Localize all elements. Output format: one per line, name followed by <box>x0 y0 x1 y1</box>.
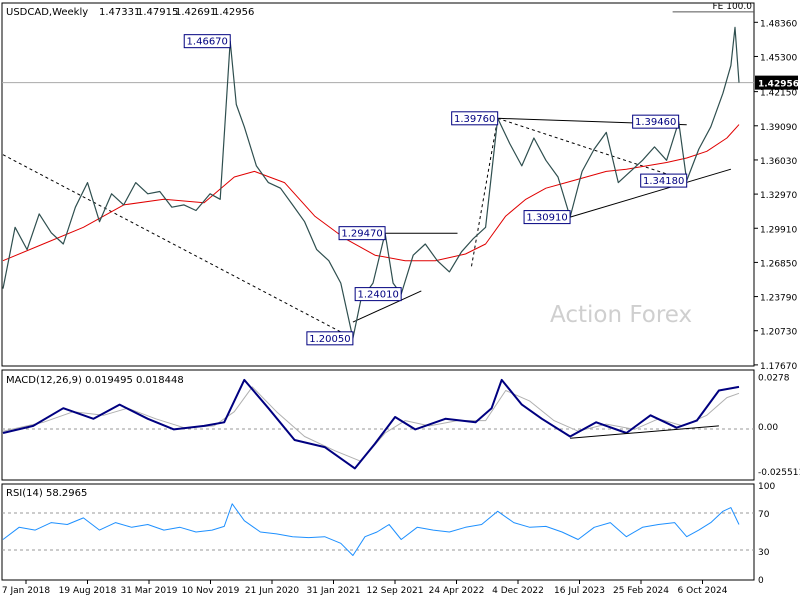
level-label-box <box>306 331 354 346</box>
level-label-1.30910: 1.30910 <box>523 210 571 225</box>
ohlc-low: 1.42691 <box>175 7 216 18</box>
x-tick-label: 31 Jan 2021 <box>307 586 361 596</box>
macd-signal-line <box>2 386 740 462</box>
level-label-text: 1.34180 <box>643 176 684 187</box>
price-tick-label: 1.20730 <box>760 328 797 338</box>
level-label-text: 1.20050 <box>309 334 350 345</box>
level-label-1.24010: 1.24010 <box>354 287 402 302</box>
level-label-1.20050: 1.20050 <box>306 331 354 346</box>
rsi-tick-label: 70 <box>758 510 770 520</box>
fe-100-label: FE 100.0 <box>713 2 753 12</box>
macd-panel-label: MACD(12,26,9) 0.019495 0.018448 <box>6 375 184 386</box>
level-label-1.39760: 1.39760 <box>451 111 499 126</box>
rsi-tick-label: 30 <box>758 548 770 558</box>
x-tick-label: 21 Jun 2020 <box>245 586 299 596</box>
watermark: Action Forex <box>550 302 692 328</box>
ohlc-open: 1.47331 <box>99 7 140 18</box>
ohlc-high: 1.47915 <box>137 7 178 18</box>
level-label-text: 1.30910 <box>526 213 567 224</box>
level-label-text: 1.39460 <box>635 117 676 128</box>
level-label-box <box>354 287 402 302</box>
price-line <box>2 26 740 339</box>
current-price-label: 1.42956 <box>758 80 799 90</box>
rsi-panel-frame <box>1 483 755 581</box>
level-label-box <box>632 114 680 129</box>
x-tick-label: 4 Dec 2022 <box>492 586 544 596</box>
price-tick-label: 1.17670 <box>760 362 797 372</box>
chart-header-label: USDCAD,Weekly <box>6 7 88 18</box>
x-tick-label: 16 Jul 2023 <box>554 586 605 596</box>
moving-average-line <box>2 124 740 262</box>
price-tick-label: 1.32970 <box>760 191 797 201</box>
level-label-box <box>451 111 499 126</box>
trendline-3 <box>352 290 422 323</box>
x-tick-label: 10 Nov 2019 <box>182 586 240 596</box>
macd-tick-label: 0.00 <box>758 423 778 433</box>
level-label-box <box>183 34 231 49</box>
ohlc-values: 1.47331 1.47915 1.42691 1.42956 <box>99 7 254 18</box>
macd-line <box>2 378 740 470</box>
rsi-line <box>2 503 740 556</box>
price-tick-label: 1.26850 <box>760 259 797 269</box>
x-tick-label: 19 Aug 2018 <box>59 586 117 596</box>
current-price-box <box>755 75 798 90</box>
level-label-1.34180: 1.34180 <box>640 173 688 188</box>
trendline-1 <box>471 118 499 267</box>
level-label-text: 1.39760 <box>454 114 495 125</box>
price-tick-label: 1.42150 <box>760 89 797 99</box>
rsi-layer <box>2 503 740 556</box>
x-tick-label: 24 Apr 2022 <box>429 586 485 596</box>
level-label-box <box>523 210 571 225</box>
label-layer: 1.46670 1.20050 1.29470 1.24010 1.39760 1.309… <box>183 34 688 346</box>
price-tick-label: 1.39090 <box>760 123 797 133</box>
price-panel-frame <box>1 2 755 367</box>
price-tick-label: 1.29910 <box>760 225 797 235</box>
macd-layer <box>2 378 740 470</box>
axis-layer: 1.48360 1.45300 1.42150 1.39090 1.36030 1.329… <box>2 19 800 596</box>
macd-tick-label: -0.025511 <box>758 468 800 478</box>
level-label-1.39460: 1.39460 <box>632 114 680 129</box>
level-label-1.46670: 1.46670 <box>183 34 231 49</box>
rsi-tick-label: 100 <box>758 482 775 492</box>
macd-panel-frame <box>1 369 755 481</box>
macd-tick-label: 0.0278 <box>758 374 790 384</box>
price-tick-label: 1.23790 <box>760 294 797 304</box>
trendline-6 <box>569 168 732 218</box>
x-tick-label: 31 Mar 2019 <box>120 586 177 596</box>
price-tick-label: 1.36030 <box>760 157 797 167</box>
ohlc-close: 1.42956 <box>213 7 254 18</box>
macd-trendline <box>570 425 719 439</box>
level-label-text: 1.29470 <box>341 229 382 240</box>
level-label-box <box>640 173 688 188</box>
x-tick-label: 12 Sep 2021 <box>366 586 423 596</box>
x-tick-label: 6 Oct 2024 <box>678 586 728 596</box>
x-tick-label: 7 Jan 2018 <box>2 586 50 596</box>
rsi-panel-label: RSI(14) 58.2965 <box>6 488 87 499</box>
x-tick-label: 25 Feb 2024 <box>613 586 669 596</box>
rsi-tick-label: 0 <box>758 576 764 586</box>
price-tick-label: 1.48360 <box>760 19 797 29</box>
level-label-text: 1.24010 <box>357 290 398 301</box>
price-tick-label: 1.45300 <box>760 53 797 63</box>
level-label-1.29470: 1.29470 <box>338 226 386 241</box>
level-label-box <box>338 226 386 241</box>
level-label-text: 1.46670 <box>187 37 228 48</box>
